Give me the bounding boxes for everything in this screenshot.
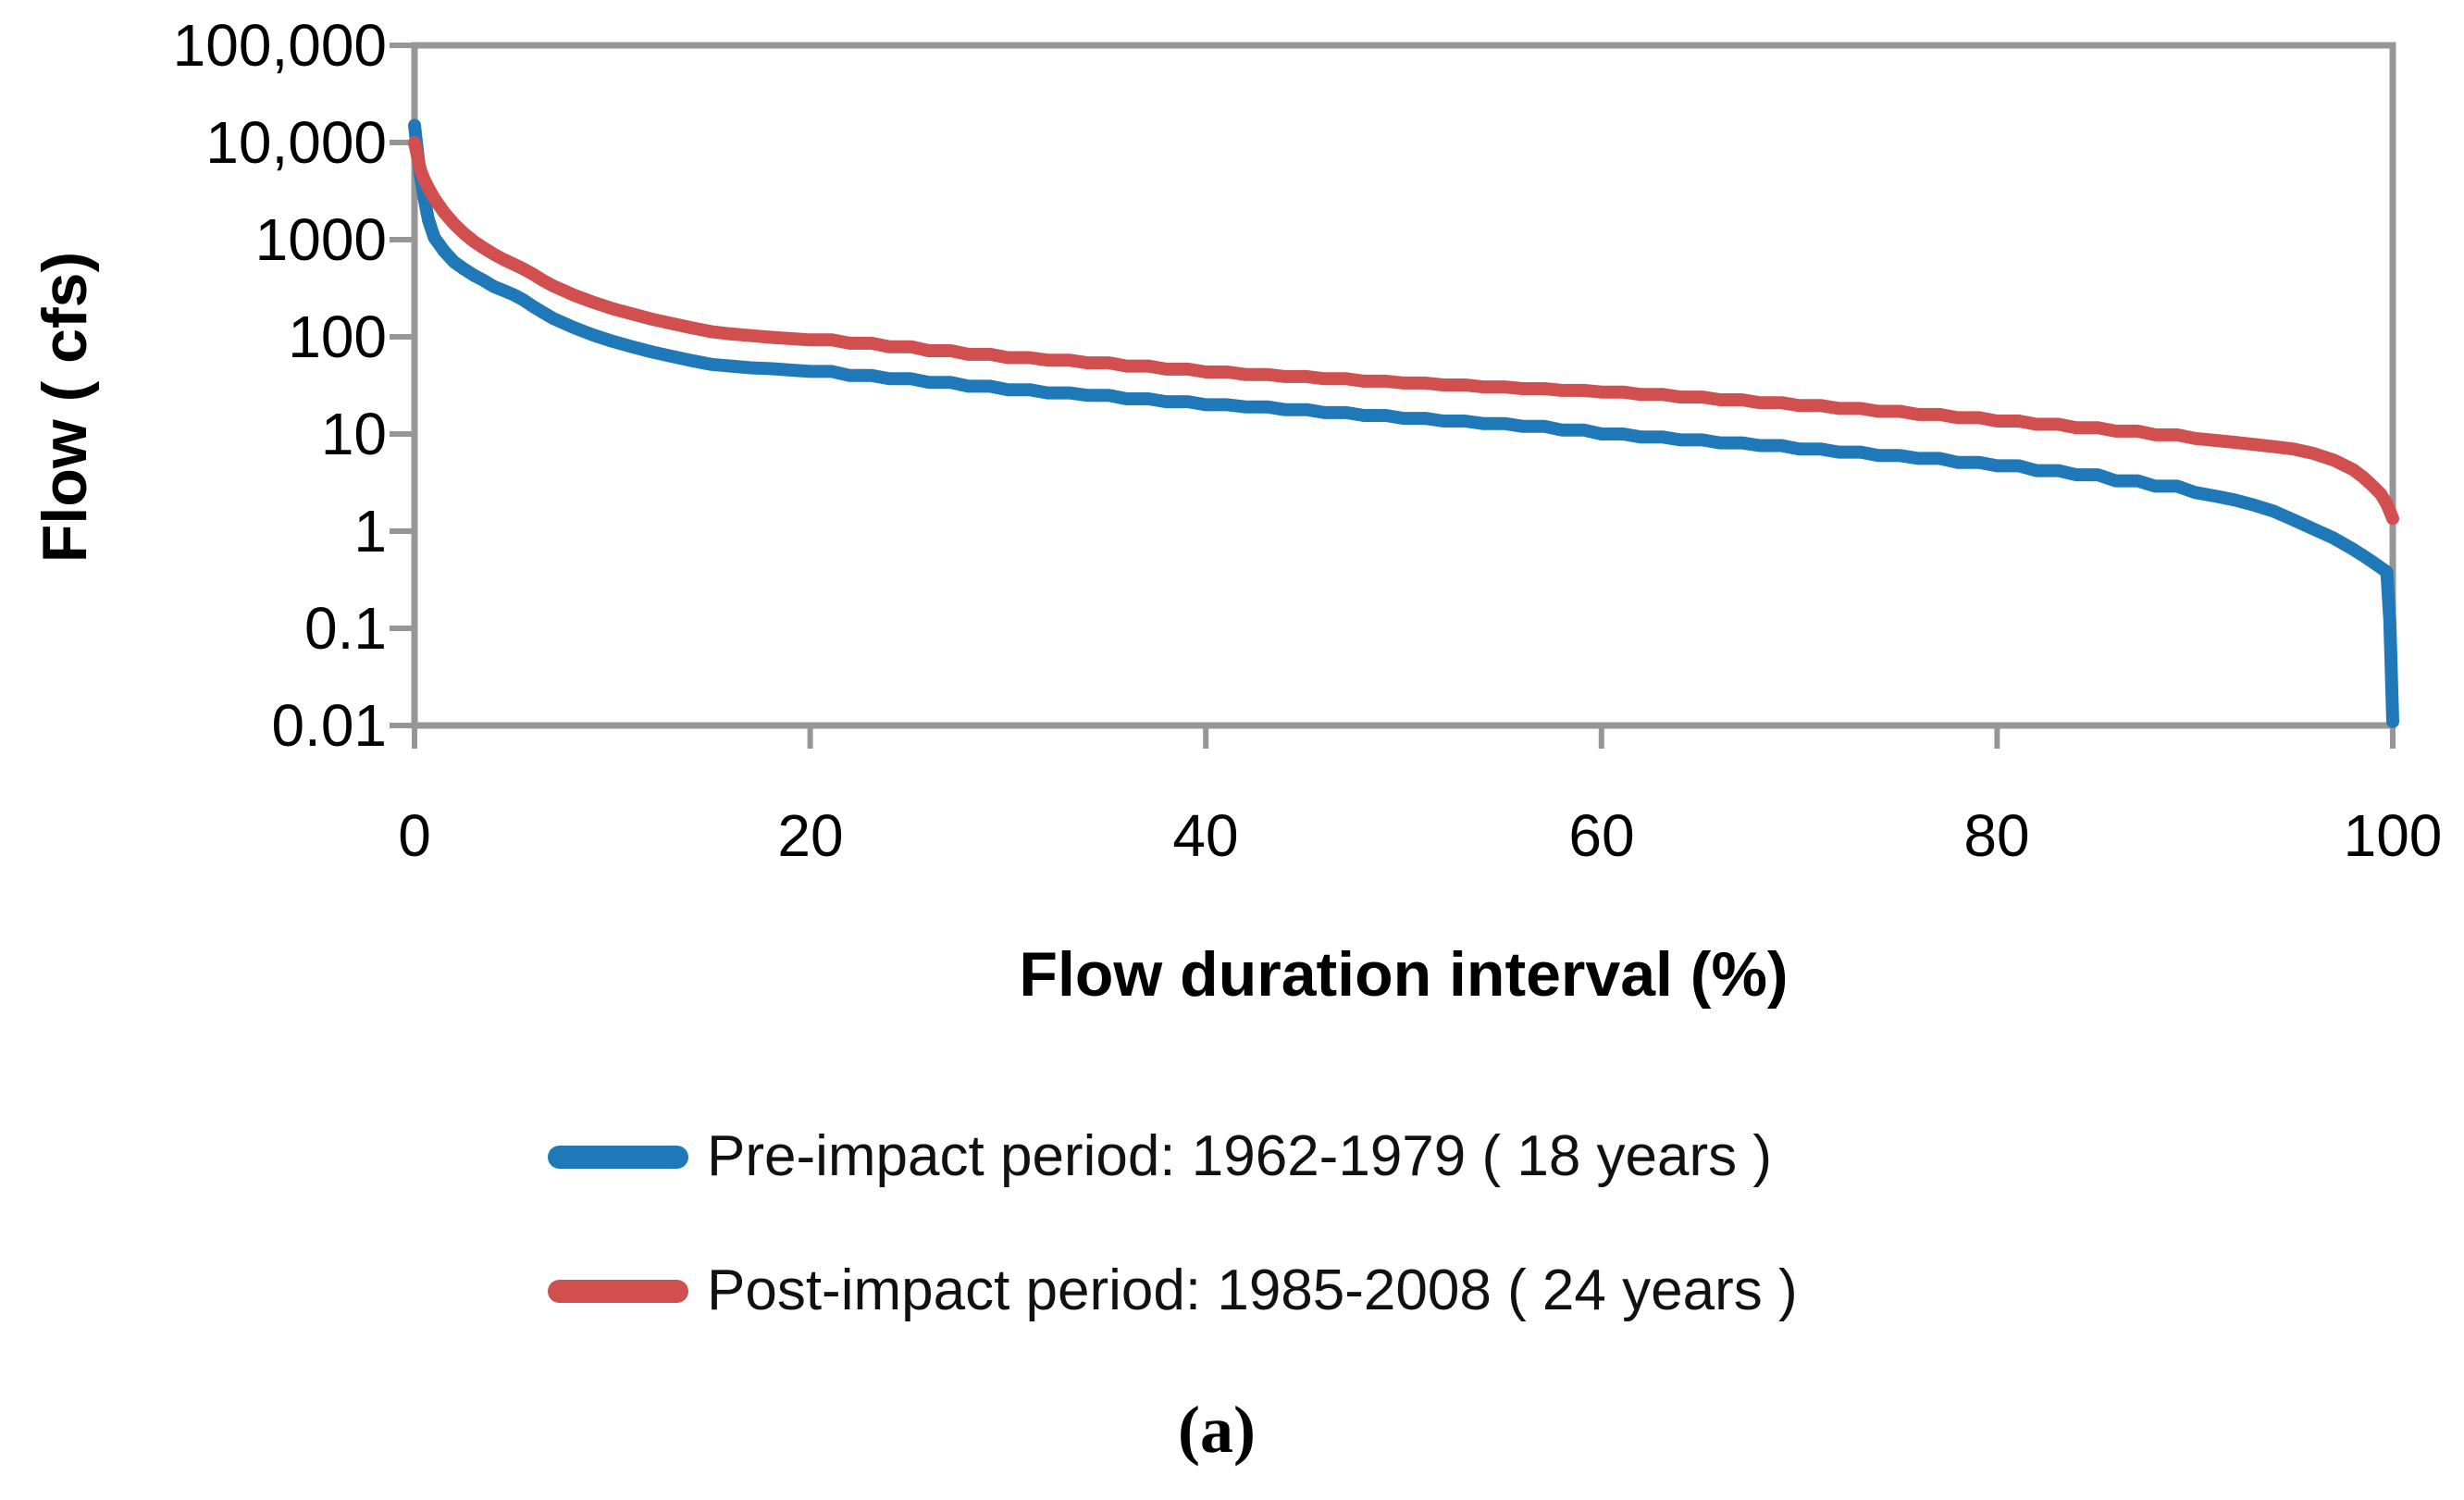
x-tick-label: 0 <box>398 802 431 869</box>
y-tick-label: 10,000 <box>205 109 387 176</box>
legend-line-post-impact <box>548 1280 688 1303</box>
y-tick-label: 1 <box>353 498 387 564</box>
subfigure-caption: (a) <box>1178 1393 1256 1467</box>
legend-line-pre-impact <box>548 1146 688 1169</box>
x-axis-title: Flow duration interval (%) <box>1019 939 1789 1010</box>
y-tick-label: 10 <box>320 401 387 467</box>
x-tick-label: 100 <box>2343 802 2443 869</box>
x-tick-label: 80 <box>1963 802 2030 869</box>
legend-label-pre-impact: Pre-impact period: 1962-1979 ( 18 years … <box>707 1124 1773 1188</box>
x-tick-label: 40 <box>1172 802 1239 869</box>
y-tick-label: 1000 <box>254 206 387 273</box>
x-tick-label: 60 <box>1568 802 1635 869</box>
legend-label-post-impact: Post-impact period: 1985-2008 ( 24 years… <box>707 1258 1798 1322</box>
y-tick-label: 0.1 <box>304 595 387 662</box>
y-tick-label: 0.01 <box>271 692 387 759</box>
y-axis-title: Flow ( cfs) <box>30 251 100 564</box>
y-tick-label: 100 <box>288 304 387 370</box>
x-tick-label: 20 <box>777 802 844 869</box>
y-tick-label: 100,000 <box>172 12 387 79</box>
